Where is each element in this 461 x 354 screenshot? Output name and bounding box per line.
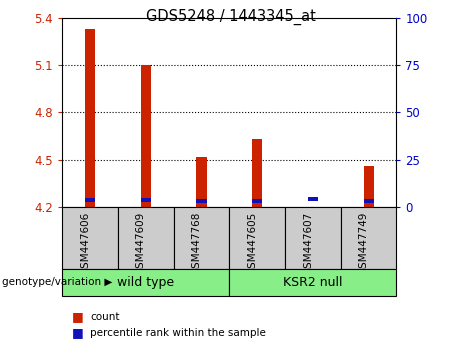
Text: GSM447607: GSM447607 bbox=[303, 212, 313, 275]
Text: wild type: wild type bbox=[117, 276, 174, 289]
Bar bbox=[62, 269, 229, 296]
Text: GSM447606: GSM447606 bbox=[80, 212, 90, 275]
Bar bbox=[174, 207, 229, 269]
Text: GSM447768: GSM447768 bbox=[191, 212, 201, 275]
Text: GSM447749: GSM447749 bbox=[359, 212, 369, 275]
Bar bbox=[85, 198, 95, 201]
Text: GSM447609: GSM447609 bbox=[136, 212, 146, 275]
Text: GSM447605: GSM447605 bbox=[247, 212, 257, 275]
Text: KSR2 null: KSR2 null bbox=[283, 276, 343, 289]
Bar bbox=[229, 269, 396, 296]
Text: ■: ■ bbox=[71, 326, 83, 339]
Bar bbox=[62, 207, 118, 269]
Bar bbox=[308, 197, 318, 201]
Bar bbox=[196, 156, 207, 207]
Bar bbox=[364, 166, 373, 207]
Text: count: count bbox=[90, 312, 119, 322]
Bar bbox=[85, 29, 95, 207]
Bar bbox=[285, 207, 341, 269]
Text: GDS5248 / 1443345_at: GDS5248 / 1443345_at bbox=[146, 9, 315, 25]
Bar bbox=[364, 199, 373, 203]
Bar bbox=[196, 199, 207, 203]
Text: ■: ■ bbox=[71, 310, 83, 323]
Bar bbox=[229, 207, 285, 269]
Bar bbox=[141, 198, 151, 201]
Bar bbox=[141, 65, 151, 207]
Text: genotype/variation ▶: genotype/variation ▶ bbox=[2, 277, 112, 287]
Text: percentile rank within the sample: percentile rank within the sample bbox=[90, 328, 266, 338]
Bar bbox=[252, 139, 262, 207]
Bar bbox=[341, 207, 396, 269]
Bar bbox=[252, 199, 262, 203]
Bar bbox=[118, 207, 174, 269]
